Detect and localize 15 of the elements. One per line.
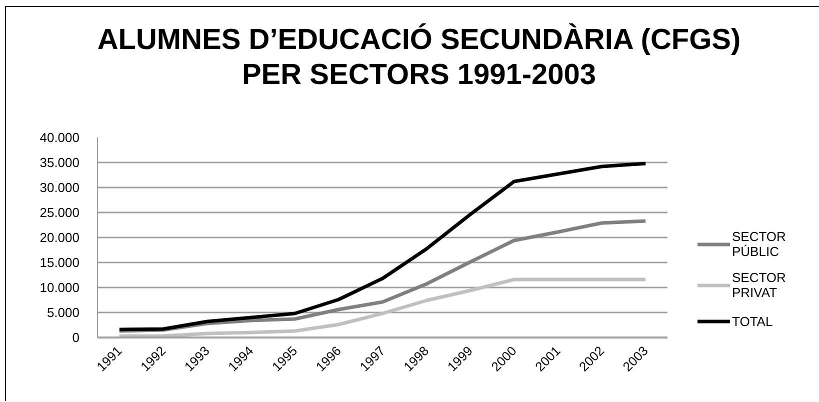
legend-label: TOTAL (732, 314, 773, 328)
line-series (118, 162, 648, 332)
legend-label: SECTOR PÚBLIC (732, 229, 786, 259)
y-tick-label: 15.000 (40, 255, 80, 270)
y-tick-label: 25.000 (40, 205, 80, 220)
chart-title: ALUMNES D’EDUCACIÓ SECUNDÀRIA (CFGS) PER SECTORS 1991-2003 (97, 23, 741, 93)
y-tick-label: 35.000 (40, 155, 80, 170)
y-tick-label: 20.000 (40, 230, 80, 245)
y-tick-label: 5.000 (46, 305, 80, 320)
y-tick-label: 30.000 (40, 180, 80, 195)
legend-label: SECTOR PRIVAT (732, 270, 786, 300)
y-tick-label: 40.000 (40, 130, 80, 145)
y-tick-label: 0 (72, 330, 80, 345)
line-series (118, 278, 648, 338)
y-tick-label: 10.000 (40, 280, 80, 295)
